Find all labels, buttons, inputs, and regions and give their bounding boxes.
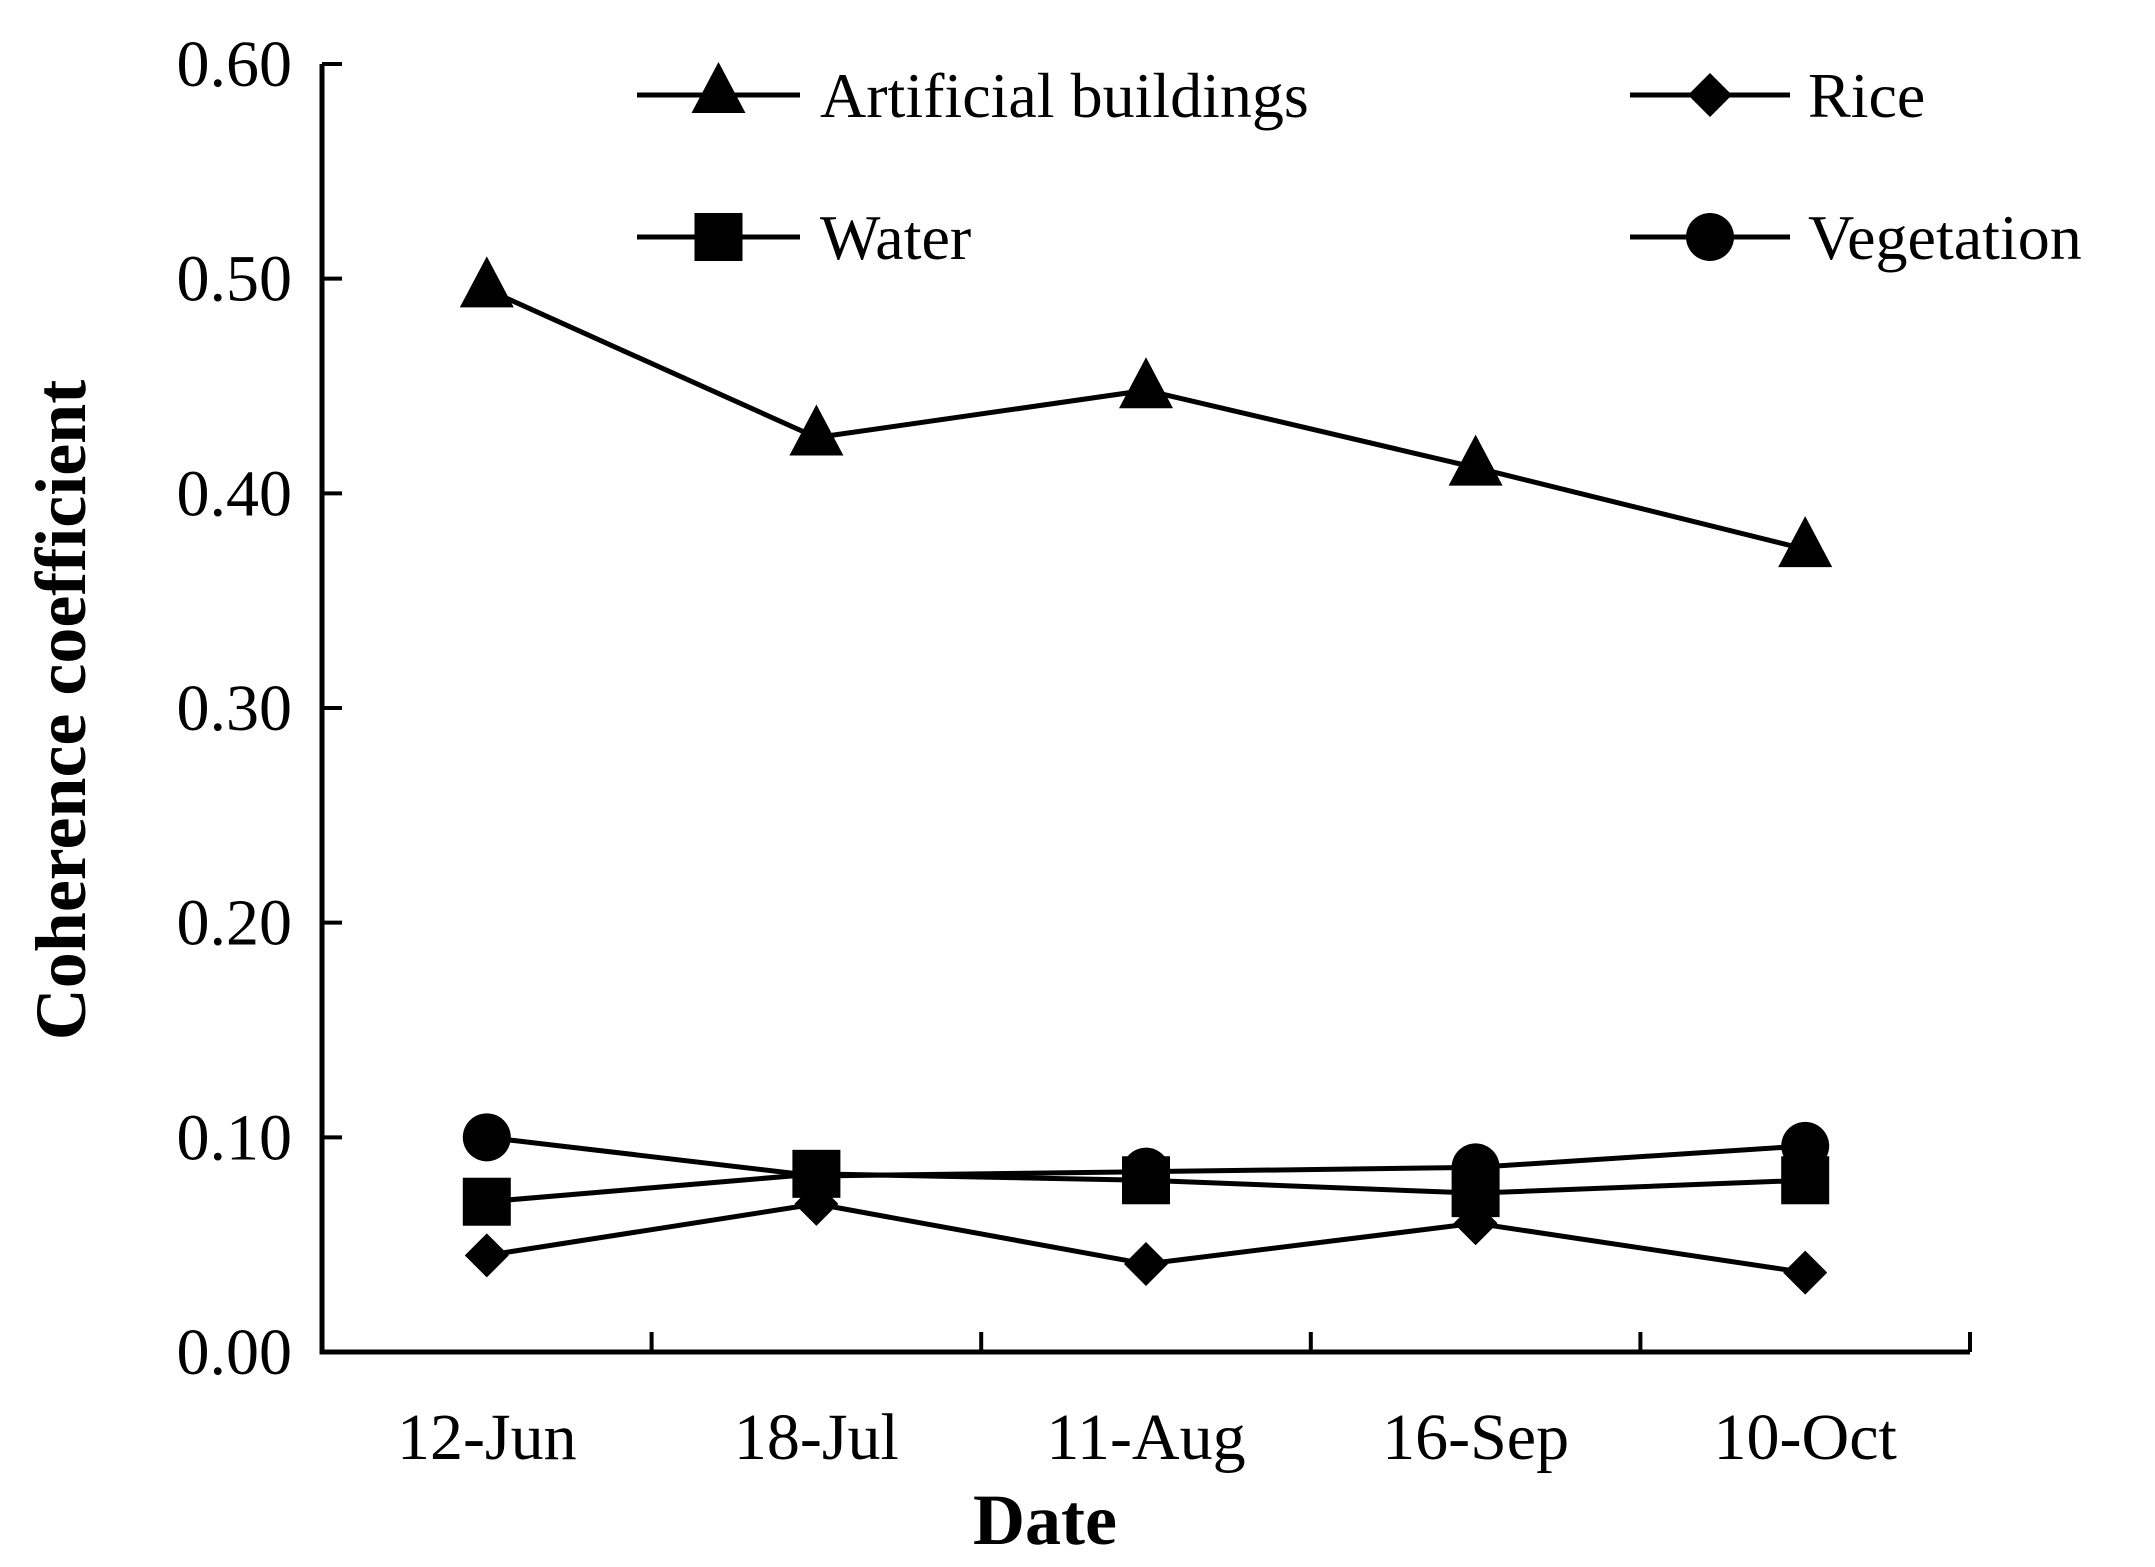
x-tick-label: 10-Oct xyxy=(1714,1401,1897,1474)
axes: 0.00 0.10 0.20 0.30 0.40 0.50 0.60 12-Jun 18-Jul… xyxy=(177,28,1972,1474)
series-water xyxy=(462,1149,1830,1226)
data-point-rice xyxy=(1453,1201,1498,1246)
series-layer xyxy=(459,256,1833,1295)
legend-item-artificial-buildings: Artificial buildings xyxy=(637,60,1309,131)
series-line-artificial-buildings xyxy=(485,287,1806,552)
y-tick-label: 0.40 xyxy=(177,457,293,530)
data-point-artificial-buildings xyxy=(1119,357,1173,409)
data-point-water xyxy=(1122,1156,1170,1205)
y-tick-label: 0.30 xyxy=(177,672,293,745)
data-point-rice xyxy=(464,1233,509,1278)
y-tick-label: 0.00 xyxy=(177,1316,293,1389)
x-tick-label: 12-Jun xyxy=(397,1401,577,1474)
legend-label: Rice xyxy=(1808,60,1925,131)
legend-item-rice: Rice xyxy=(1630,60,1925,131)
legend-marker-diamond xyxy=(1688,73,1732,117)
legend-label: Water xyxy=(820,202,971,273)
data-point-artificial-buildings xyxy=(459,256,514,308)
data-point-rice xyxy=(1783,1250,1828,1295)
legend: Artificial buildings Rice Water Vegetation xyxy=(637,60,2082,273)
data-point-artificial-buildings xyxy=(789,404,844,456)
y-tick-label: 0.20 xyxy=(177,887,293,960)
x-tick-label: 18-Jul xyxy=(734,1401,899,1474)
series-rice xyxy=(464,1181,1828,1295)
y-axis-title: Coherence coefficient xyxy=(21,380,101,1040)
y-tick-label: 0.60 xyxy=(177,28,293,101)
data-point-vegetation xyxy=(462,1113,511,1162)
x-axis-title: Date xyxy=(973,1480,1117,1560)
x-tick-label: 16-Sep xyxy=(1382,1401,1569,1474)
data-point-artificial-buildings xyxy=(1448,434,1503,486)
x-tick-label: 11-Aug xyxy=(1046,1401,1245,1474)
series-artificial-buildings xyxy=(459,256,1833,568)
legend-label: Artificial buildings xyxy=(820,60,1309,131)
data-point-water xyxy=(1781,1156,1830,1205)
data-point-water xyxy=(462,1177,511,1226)
y-tick-label: 0.50 xyxy=(177,243,293,316)
data-point-rice xyxy=(794,1181,839,1226)
legend-marker-square xyxy=(694,213,743,261)
legend-label: Vegetation xyxy=(1808,202,2082,273)
legend-item-water: Water xyxy=(637,202,971,273)
y-tick-label: 0.10 xyxy=(177,1101,293,1174)
legend-marker-triangle xyxy=(691,62,746,113)
data-point-rice xyxy=(1124,1241,1168,1286)
data-point-artificial-buildings xyxy=(1778,516,1833,568)
legend-item-vegetation: Vegetation xyxy=(1630,202,2082,273)
legend-marker-circle xyxy=(1686,213,1734,261)
